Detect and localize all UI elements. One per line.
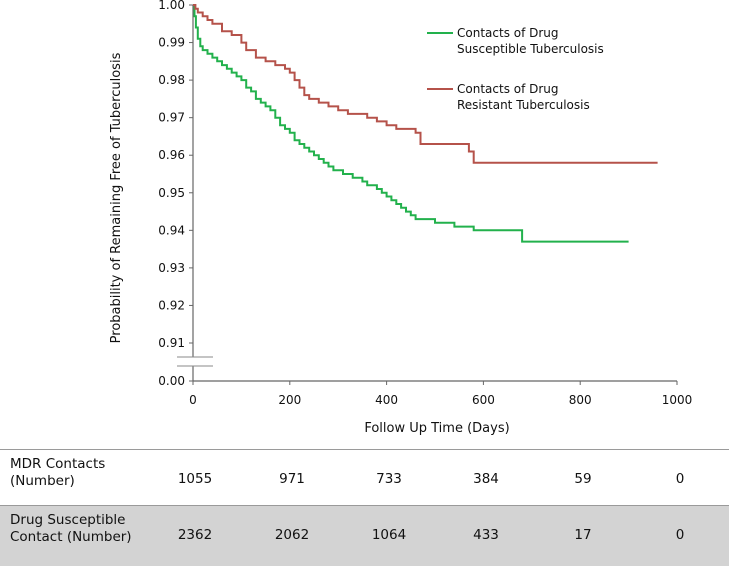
series-layer <box>193 4 658 243</box>
x-tick-label: 0 <box>189 393 197 407</box>
risk-table-row: Drug Susceptible Contact (Number) 2362 206… <box>0 505 729 566</box>
y-tick-label: 0.95 <box>158 186 185 200</box>
risk-cell: 59 <box>574 471 592 487</box>
y-axis-title: Probability of Remaining Free of Tubercu… <box>109 52 124 343</box>
risk-table: MDR Contacts (Number) 1055 971 733 384 59 0 Dru… <box>0 449 729 566</box>
legend-label: Contacts of Drug Susceptible Tuberculosis <box>457 26 604 56</box>
risk-cell: 2062 <box>274 527 310 543</box>
series-line-1 <box>193 4 658 164</box>
x-axis-title: Follow Up Time (Days) <box>364 421 509 436</box>
risk-table-row: MDR Contacts (Number) 1055 971 733 384 59 0 <box>0 449 729 505</box>
risk-cell: 384 <box>473 471 499 487</box>
risk-cell: 971 <box>279 471 305 487</box>
risk-cell: 733 <box>376 471 402 487</box>
risk-cell: 1064 <box>371 527 407 543</box>
x-tick-label: 400 <box>375 393 398 407</box>
y-axis: 0.00 0.91 0.92 0.93 0.94 0.95 0.96 0.97 0.98 0.99… <box>158 0 213 388</box>
y-tick-label: 0.00 <box>158 374 185 388</box>
km-chart: 0.00 0.91 0.92 0.93 0.94 0.95 0.96 0.97 0.98 0.99… <box>109 0 693 436</box>
x-tick-label: 200 <box>278 393 301 407</box>
risk-row-label: MDR Contacts (Number) <box>10 456 106 489</box>
y-tick-label: 0.94 <box>158 223 185 237</box>
y-tick-label: 0.92 <box>158 298 185 312</box>
legend: Contacts of Drug Susceptible Tuberculosis… <box>427 26 604 112</box>
y-tick-label: 0.91 <box>158 336 185 350</box>
risk-cell: 2362 <box>177 527 213 543</box>
risk-cell: 17 <box>574 527 592 543</box>
y-tick-label: 0.97 <box>158 111 185 125</box>
y-tick-label: 0.98 <box>158 73 185 87</box>
risk-cell: 1055 <box>177 471 213 487</box>
y-tick-label: 0.96 <box>158 148 185 162</box>
y-tick-label: 0.99 <box>158 36 185 50</box>
risk-cell: 433 <box>473 527 499 543</box>
x-tick-label: 1000 <box>662 393 693 407</box>
legend-label: Contacts of Drug Resistant Tuberculosis <box>457 82 590 112</box>
series-line-0 <box>193 4 629 243</box>
risk-cell: 0 <box>675 527 685 543</box>
x-tick-label: 800 <box>569 393 592 407</box>
y-tick-label: 0.93 <box>158 261 185 275</box>
x-axis: 0 200 400 600 800 1000 <box>189 380 693 407</box>
x-tick-label: 600 <box>472 393 495 407</box>
risk-row-label: Drug Susceptible Contact (Number) <box>10 512 132 545</box>
risk-cell: 0 <box>675 471 685 487</box>
y-tick-label: 1.00 <box>158 0 185 12</box>
